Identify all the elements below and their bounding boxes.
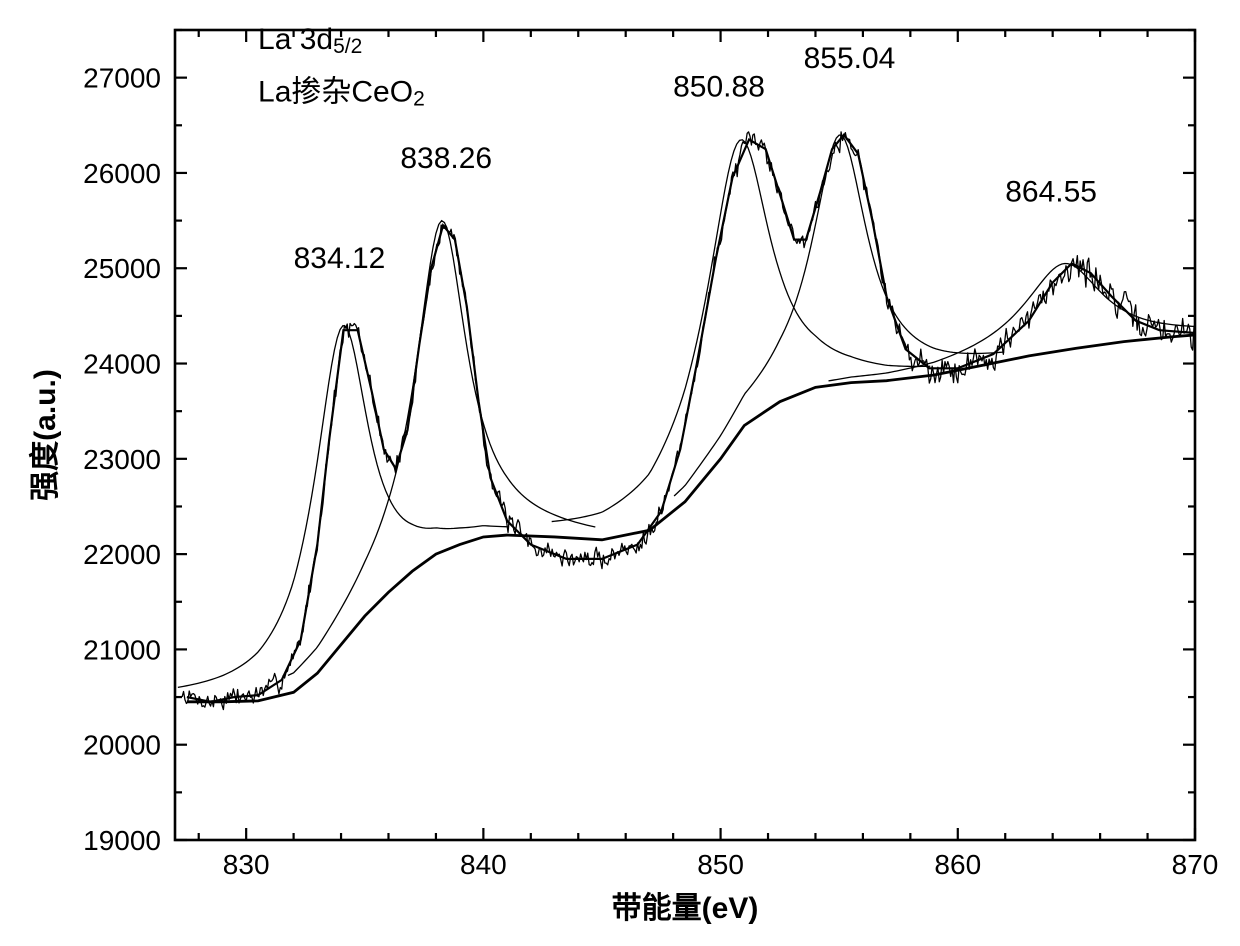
- annotations: La 3d5/2 La掺杂CeO2 834.12 838.26 850.88 855.04…: [258, 23, 1097, 275]
- y-tick-label: 21000: [83, 634, 161, 665]
- peak-label-1: 838.26: [400, 142, 492, 175]
- y-tick-label: 22000: [83, 539, 161, 570]
- fit-peak-4: [829, 264, 1240, 381]
- axis-ticks: 830 840 850 860 870 19000 20000 21000 22000 23000…: [83, 30, 1218, 880]
- y-tick-label: 20000: [83, 730, 161, 761]
- x-tick-label: 870: [1172, 849, 1219, 880]
- y-axis-label: 强度(a.u.): [29, 369, 62, 501]
- fit-peak-1: [288, 221, 595, 676]
- envelope-curve: [187, 135, 1195, 702]
- x-tick-label: 850: [697, 849, 744, 880]
- plot-area: [178, 132, 1240, 710]
- peak-label-2: 850.88: [673, 71, 765, 104]
- title-label-0: La 3d5/2: [258, 23, 362, 58]
- raw-spectrum: [182, 132, 1194, 710]
- xps-spectrum-chart: 830 840 850 860 870 19000 20000 21000 22000 23000…: [0, 0, 1240, 946]
- x-tick-label: 840: [460, 849, 507, 880]
- x-tick-label: 860: [934, 849, 981, 880]
- plot-frame: [175, 30, 1195, 840]
- x-axis-label: 带能量(eV): [612, 892, 759, 925]
- fit-peak-3: [674, 135, 1004, 496]
- fit-peak-0: [178, 326, 508, 688]
- title-label-1: La掺杂CeO2: [258, 75, 425, 110]
- peak-label-4: 864.55: [1005, 176, 1097, 209]
- fit-peak-2: [552, 140, 931, 522]
- x-tick-label: 830: [223, 849, 270, 880]
- y-tick-label: 19000: [83, 825, 161, 856]
- peak-label-0: 834.12: [294, 242, 386, 275]
- y-tick-label: 26000: [83, 158, 161, 189]
- chart-svg: 830 840 850 860 870 19000 20000 21000 22000 23000…: [0, 0, 1240, 946]
- y-tick-label: 23000: [83, 444, 161, 475]
- y-tick-label: 25000: [83, 253, 161, 284]
- y-tick-label: 27000: [83, 63, 161, 94]
- peak-label-3: 855.04: [804, 42, 896, 75]
- y-tick-label: 24000: [83, 349, 161, 380]
